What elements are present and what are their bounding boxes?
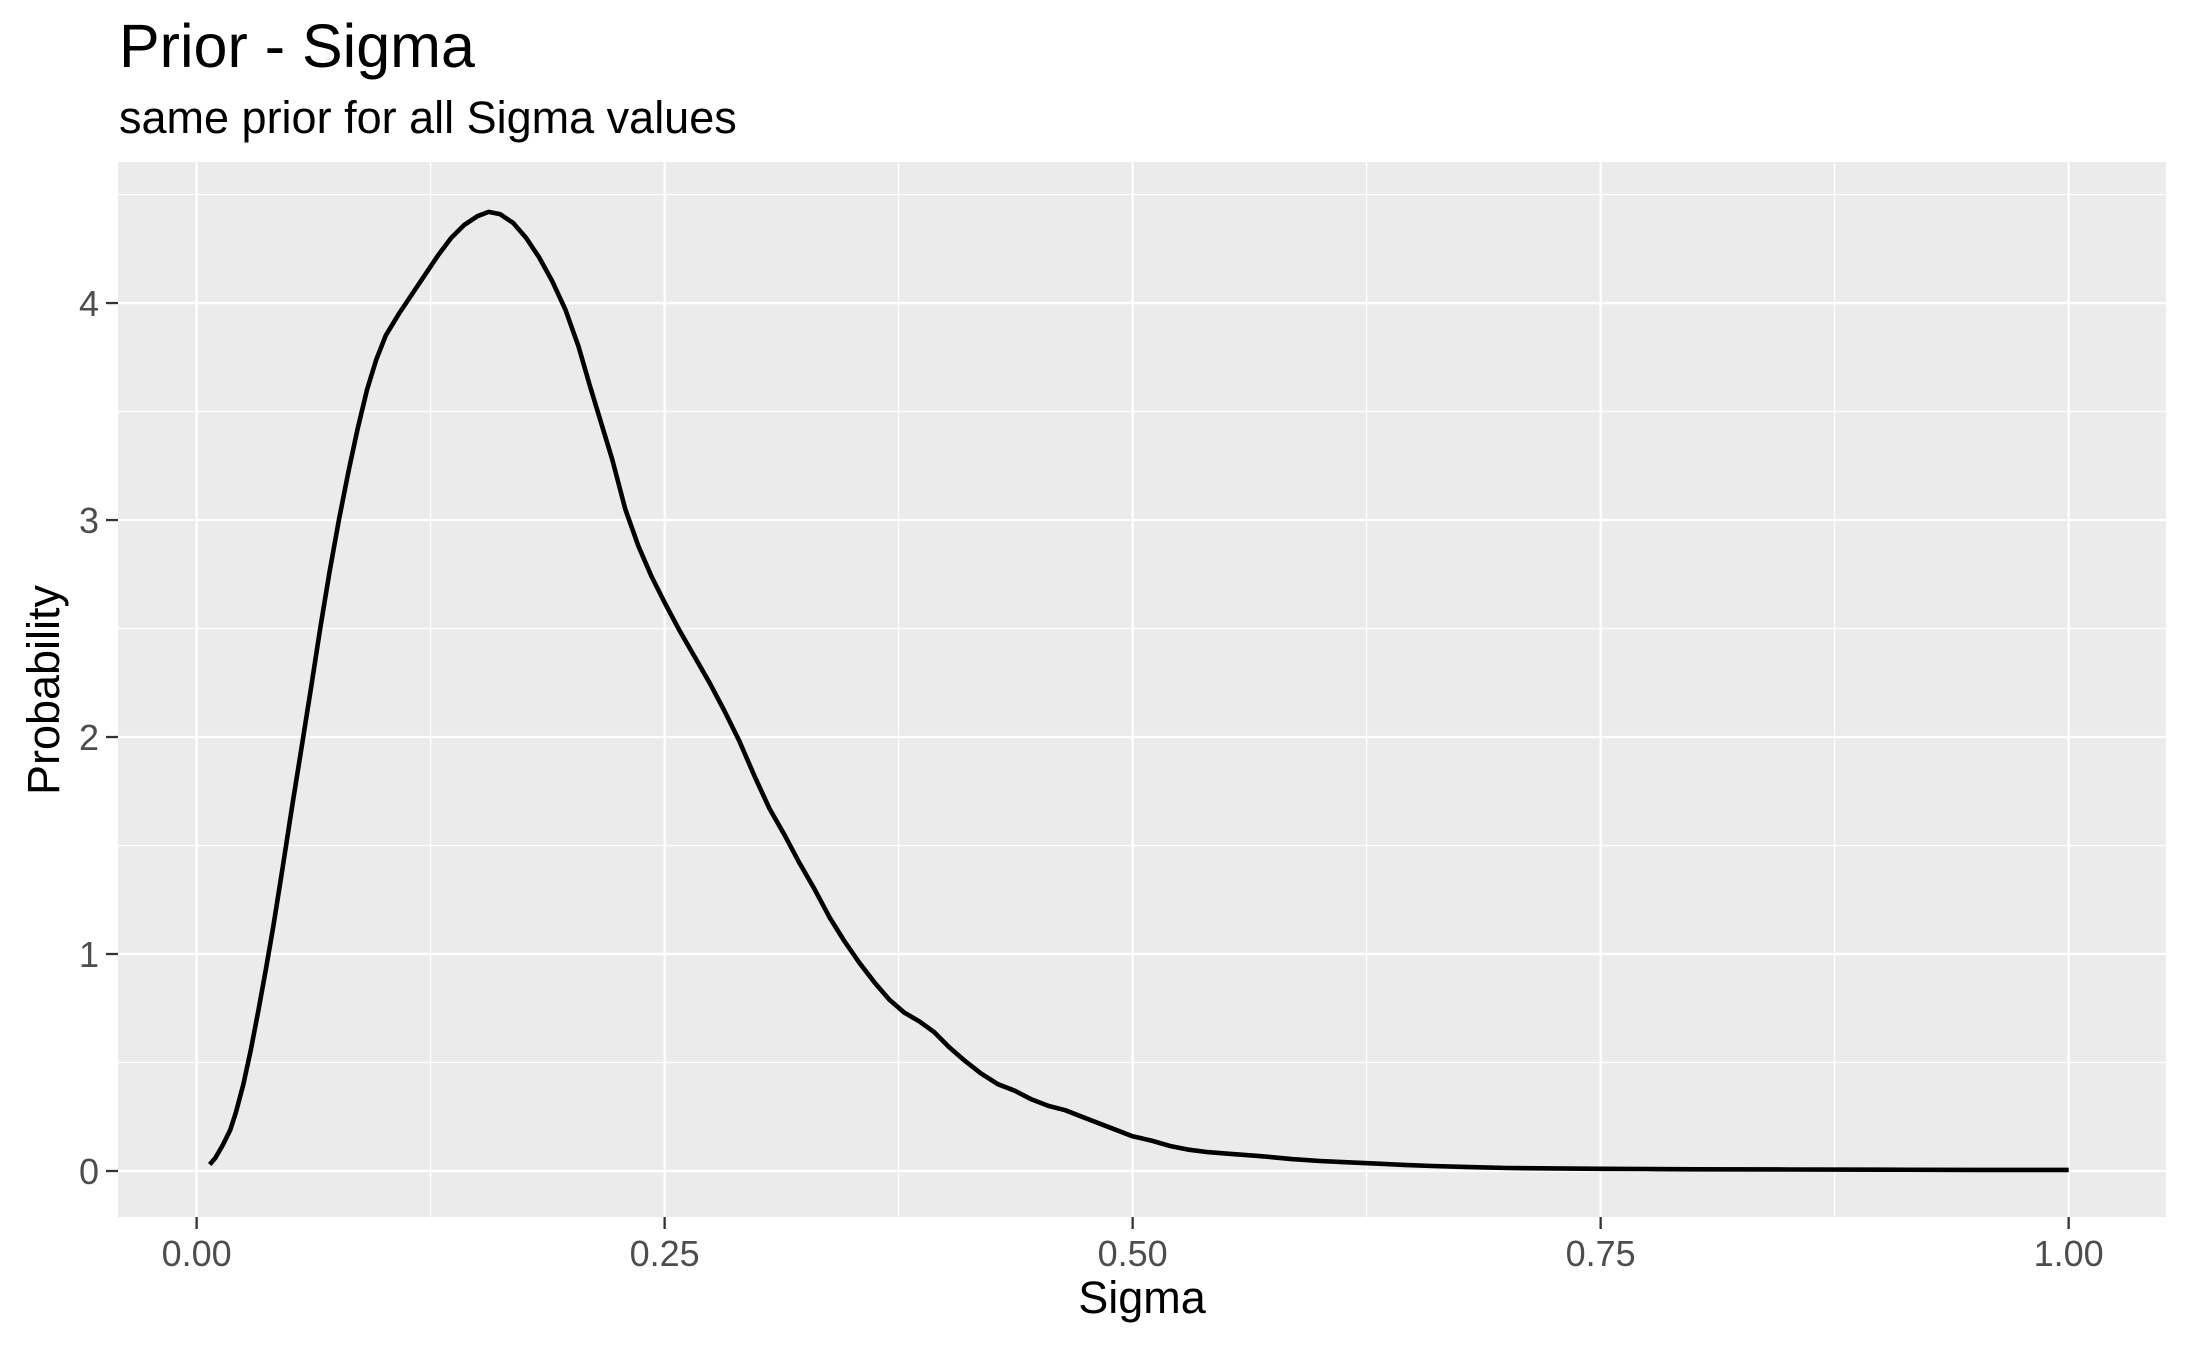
y-tick-label: 0	[79, 1151, 99, 1192]
x-tick-label: 0.25	[630, 1233, 700, 1274]
x-tick-label: 0.50	[1098, 1233, 1168, 1274]
y-tick-label: 4	[79, 283, 99, 324]
density-curve	[207, 209, 2069, 1173]
x-tick-label: 0.75	[1566, 1233, 1636, 1274]
x-axis-title: Sigma	[1078, 1272, 1206, 1323]
y-tick-label: 1	[79, 934, 99, 975]
plot-subtitle: same prior for all Sigma values	[119, 92, 737, 143]
x-tick-label: 0.00	[162, 1233, 232, 1274]
y-tick-label: 3	[79, 500, 99, 541]
x-tick-label: 1.00	[2034, 1233, 2104, 1274]
chart-panel	[118, 162, 2166, 1217]
y-tick-label: 2	[79, 717, 99, 758]
plot-title: Prior - Sigma	[119, 12, 475, 80]
y-axis-title: Probability	[18, 584, 69, 796]
